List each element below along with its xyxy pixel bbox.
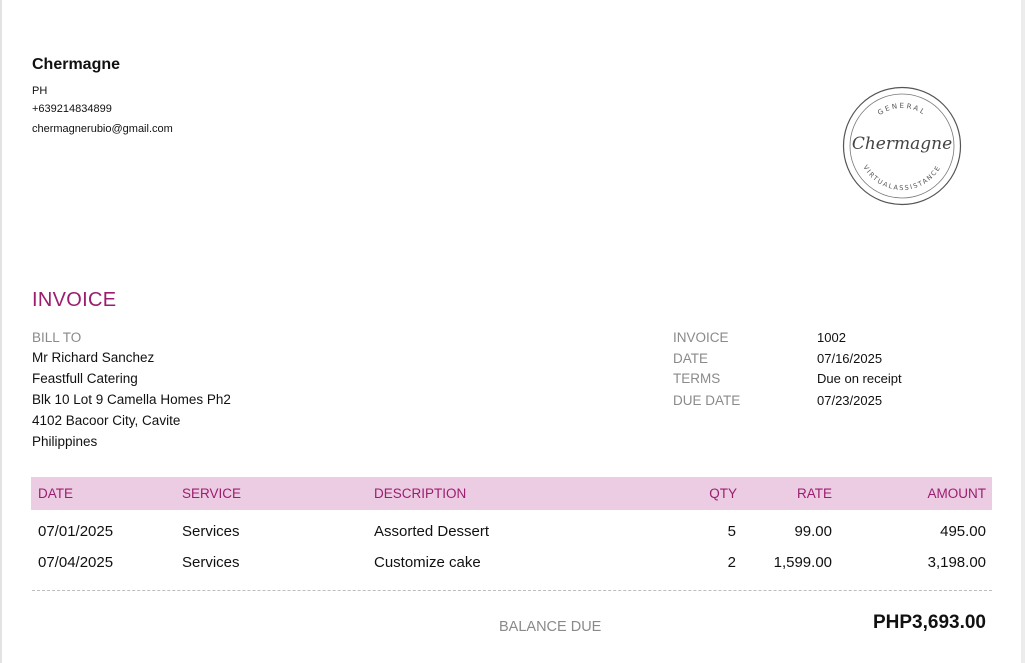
row-amount: 495.00 (940, 523, 986, 540)
row-service: Services (182, 523, 240, 540)
bill-to-line: Feastfull Catering (32, 371, 138, 386)
row-rate: 1,599.00 (773, 554, 832, 571)
column-header-qty: QTY (709, 486, 737, 501)
column-header-date: DATE (38, 486, 74, 501)
invoice-terms-value: Due on receipt (817, 371, 902, 386)
page-edge-right (1021, 0, 1025, 663)
row-amount: 3,198.00 (927, 554, 986, 571)
column-header-description: DESCRIPTION (374, 486, 467, 501)
column-header-rate: RATE (796, 486, 832, 501)
invoice-date-label: DATE (673, 351, 709, 366)
invoice-title: INVOICE (32, 289, 117, 311)
bill-to-line: Mr Richard Sanchez (32, 350, 155, 365)
logo-script-name: Chermagne (852, 134, 952, 154)
invoice-due-date-value: 07/23/2025 (817, 393, 883, 408)
row-date: 07/04/2025 (38, 554, 114, 571)
row-description: Assorted Dessert (374, 523, 490, 540)
column-header-amount: AMOUNT (927, 486, 987, 501)
logo-bottom-arc-text: VIRTUALASSISTANCE (861, 164, 941, 192)
bill-to-line: Blk 10 Lot 9 Camella Homes Ph2 (32, 392, 231, 407)
svg-text:GENERAL: GENERAL (876, 102, 927, 117)
company-name: Chermagne (32, 56, 121, 73)
company-logo-seal: GENERAL VIRTUALASSISTANCE Chermagne (842, 86, 962, 206)
logo-top-arc-text: GENERAL (876, 102, 925, 117)
invoice-due-date-label: DUE DATE (673, 393, 741, 408)
svg-text:VIRTUALASSISTANCE: VIRTUALASSISTANCE (861, 164, 942, 192)
invoice-terms-label: TERMS (673, 371, 721, 386)
row-date: 07/01/2025 (38, 523, 114, 540)
bill-to-line: 4102 Bacoor City, Cavite (32, 413, 181, 428)
invoice-number-value: 1002 (817, 330, 846, 345)
company-phone: +639214834899 (32, 103, 112, 115)
company-email: chermagnerubio@gmail.com (32, 123, 173, 135)
page-edge-left (0, 0, 2, 663)
row-description: Customize cake (374, 554, 481, 571)
company-country: PH (32, 85, 48, 97)
bill-to-label: BILL TO (32, 330, 82, 345)
totals-divider (32, 590, 992, 591)
row-rate: 99.00 (794, 523, 832, 540)
balance-due-label: BALANCE DUE (499, 619, 602, 635)
row-service: Services (182, 554, 240, 571)
invoice-number-label: INVOICE (673, 330, 729, 345)
bill-to-line: Philippines (32, 434, 98, 449)
row-qty: 5 (727, 523, 736, 540)
column-header-service: SERVICE (182, 486, 242, 501)
balance-due-value: PHP3,693.00 (872, 612, 986, 633)
invoice-date-value: 07/16/2025 (817, 351, 883, 366)
line-items-table-header: DATE SERVICE DESCRIPTION QTY RATE AMOUNT (31, 477, 992, 510)
row-qty: 2 (727, 554, 736, 571)
